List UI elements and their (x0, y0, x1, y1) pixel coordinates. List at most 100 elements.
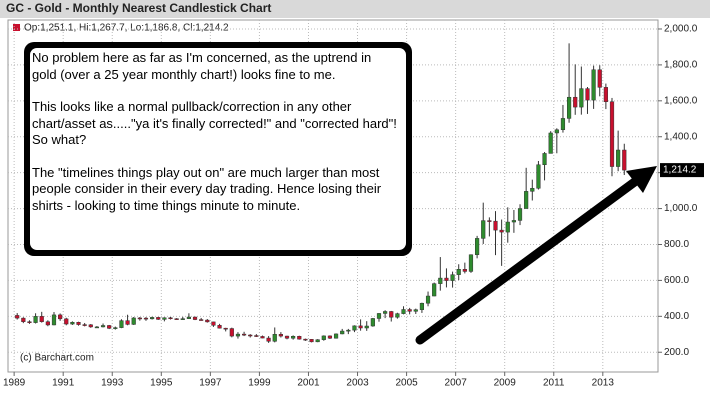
y-tick-label: 200.0 (664, 347, 689, 358)
candle-body (560, 118, 566, 130)
candle-body (33, 316, 38, 323)
candle-body (456, 269, 461, 275)
candle-body (100, 325, 106, 328)
candle-body (64, 318, 69, 325)
annotation-paragraph: No problem here as far as I'm concerned,… (32, 50, 372, 82)
candle-body (284, 335, 290, 339)
annotation-box (24, 42, 412, 256)
x-tick-label: 1989 (3, 378, 26, 389)
candle-body (585, 88, 590, 101)
credit: (c) Barchart.com (20, 353, 94, 364)
candle-body (107, 325, 112, 329)
x-tick-label: 1991 (52, 378, 75, 389)
candle-body (432, 283, 437, 297)
candle-body (211, 321, 216, 326)
candle-body (346, 329, 351, 332)
y-tick-label: 1,400.0 (664, 131, 698, 142)
candle-body (248, 334, 253, 337)
x-tick-label: 1995 (150, 378, 173, 389)
candle-body (487, 220, 492, 222)
candle-body (425, 295, 431, 304)
candle-body (383, 311, 388, 314)
candle-body (536, 164, 541, 189)
candle-body (45, 321, 50, 326)
candle-body (321, 335, 326, 340)
candle-body (82, 324, 87, 326)
candle-body (21, 317, 26, 322)
x-tick-label: 2009 (494, 378, 517, 389)
y-tick-label: 400.0 (664, 311, 689, 322)
candle-body (554, 129, 559, 134)
candle-body (125, 320, 130, 325)
y-tick-label: 1,000.0 (664, 203, 698, 214)
candle-body (143, 317, 149, 320)
legend-swatch (13, 24, 20, 31)
candle-body (468, 254, 474, 272)
candle-body (573, 96, 578, 108)
candle-body (162, 317, 167, 320)
candle-body (180, 318, 185, 320)
last-price-label: 1,214.2 (663, 165, 697, 176)
candle-body (616, 149, 621, 167)
candle-body (199, 319, 204, 321)
candle-body (352, 325, 357, 331)
y-tick-label: 2,000.0 (664, 24, 698, 35)
y-tick-label: 1,600.0 (664, 95, 698, 106)
candle-body (333, 333, 339, 339)
x-tick-label: 2007 (445, 378, 468, 389)
annotation-paragraph: This looks like a normal pullback/correc… (32, 99, 397, 147)
candle-body (419, 302, 425, 310)
candle-body (450, 274, 455, 281)
candle-body (407, 309, 412, 312)
plot-frame (7, 19, 659, 373)
candle-body (260, 336, 265, 339)
y-tick-label: 1,800.0 (664, 60, 698, 71)
candle-body (401, 309, 406, 314)
candle-body (88, 324, 93, 328)
candle-body (444, 277, 449, 281)
candle-body (340, 330, 345, 335)
arrow-shaft (415, 173, 645, 345)
candle-body (597, 69, 602, 88)
candle-body (315, 339, 320, 343)
candle-body (223, 327, 228, 330)
candle-body (278, 334, 283, 337)
candle-body (542, 153, 547, 166)
candle-body (15, 315, 20, 319)
x-tick-label: 2005 (395, 378, 418, 389)
candle-body (475, 238, 480, 255)
candle-body (303, 338, 308, 341)
candle-body (137, 317, 142, 320)
candle-body (150, 317, 155, 320)
candle-body (462, 269, 467, 272)
candle-body (364, 325, 369, 329)
candle-body (235, 333, 241, 337)
x-tick-label: 1993 (101, 378, 124, 389)
y-tick-label: 600.0 (664, 275, 689, 286)
candle-body (229, 328, 234, 337)
candle-body (70, 322, 75, 325)
candle-body (395, 313, 400, 318)
annotation-text: No problem here as far as I'm concerned,… (32, 50, 398, 230)
arrow-head (626, 166, 657, 193)
candle-body (76, 322, 81, 325)
candle-body (481, 220, 486, 239)
x-tick-label: 1999 (248, 378, 271, 389)
candle-body (113, 327, 118, 329)
candle-body (505, 221, 510, 233)
candle-body (524, 191, 529, 209)
x-tick-label: 2001 (297, 378, 320, 389)
candle-body (579, 88, 584, 108)
x-tick-label: 2011 (543, 378, 565, 389)
last-price-box (660, 163, 704, 178)
candle-body (51, 314, 57, 326)
candle-body (603, 87, 608, 102)
candle-body (358, 325, 363, 329)
candle-body (192, 316, 198, 320)
candle-body (511, 220, 516, 223)
candle-body (266, 337, 271, 342)
candle-body (186, 316, 191, 319)
candle-body (131, 317, 136, 325)
candle-body (370, 318, 375, 327)
